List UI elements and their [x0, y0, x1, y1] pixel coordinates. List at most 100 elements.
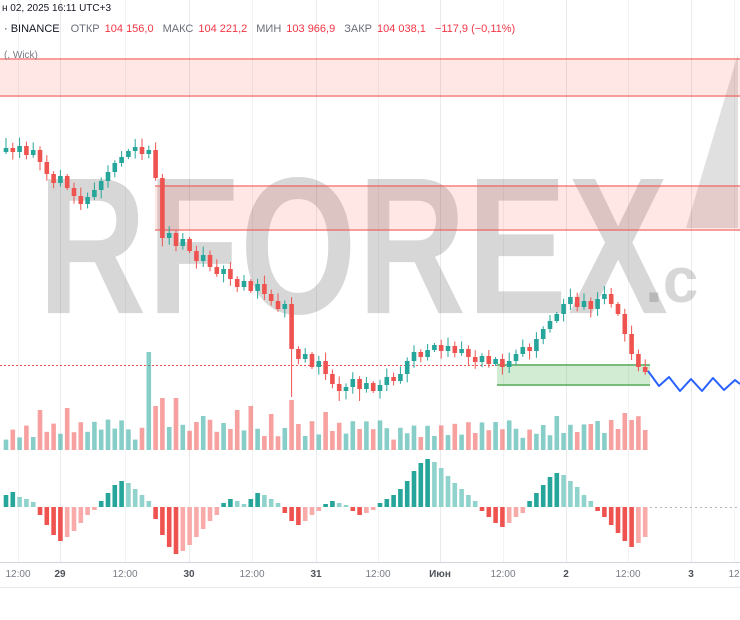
ohlc-label: МИН	[256, 23, 282, 35]
candle-body	[350, 379, 356, 387]
candle-body	[459, 349, 464, 353]
candle-body	[119, 157, 124, 163]
candle-body	[58, 176, 63, 183]
candle-body	[64, 176, 70, 188]
macd-bar	[221, 503, 226, 507]
macd-bar	[17, 497, 22, 507]
candle-body	[146, 150, 152, 154]
macd-bar	[85, 507, 90, 515]
candle-body	[513, 354, 519, 361]
macd-bar	[343, 505, 349, 507]
projection-line[interactable]	[647, 370, 740, 392]
candle-body	[112, 163, 118, 172]
volume-bar	[595, 421, 600, 450]
volume-bar	[391, 439, 396, 450]
candle-body	[248, 281, 254, 291]
volume-bar	[588, 424, 594, 450]
candle-body	[622, 314, 628, 334]
volume-bar	[153, 406, 158, 450]
macd-bar	[425, 459, 430, 507]
macd-bar	[602, 507, 607, 517]
candle-body	[309, 354, 315, 367]
macd-bar	[160, 507, 165, 535]
macd-bar	[595, 507, 600, 511]
candle-body	[241, 281, 247, 287]
volume-bar	[255, 428, 260, 450]
candle-body	[221, 269, 226, 274]
volume-bar	[30, 437, 36, 450]
macd-bar	[527, 501, 532, 507]
volume-bar	[425, 425, 430, 450]
macd-bar	[547, 477, 553, 507]
candle-body	[486, 356, 492, 364]
volume-bar	[466, 422, 471, 450]
demand-zone[interactable]	[497, 364, 650, 386]
candle-body	[479, 356, 485, 362]
indicator-label: (, Wick)	[4, 50, 38, 61]
volume-bar	[221, 423, 226, 450]
volume-bar	[207, 419, 213, 450]
candle-body	[411, 352, 417, 361]
macd-bar	[262, 495, 267, 507]
candle-body	[466, 349, 471, 357]
candle-body	[330, 374, 335, 384]
candle-body	[547, 321, 553, 329]
macd-bar	[24, 499, 29, 507]
time-axis-label: 12:00	[5, 569, 31, 580]
macd-bar	[398, 489, 403, 507]
macd-bar	[98, 501, 104, 507]
volume-bar	[248, 406, 254, 450]
candle-body	[357, 379, 362, 389]
macd-bar	[472, 501, 478, 507]
macd-bar	[296, 507, 301, 525]
candle-body	[384, 377, 390, 385]
macd-bar	[554, 473, 560, 507]
macd-bar	[370, 507, 376, 510]
macd-bar	[3, 495, 9, 507]
time-axis-label: 3	[688, 569, 694, 580]
volume-bar	[615, 429, 621, 450]
candle-body	[3, 148, 9, 152]
volume-bar	[472, 433, 478, 450]
candle-body	[636, 354, 641, 367]
time-axis[interactable]: 12:00 29 12:00 30 12:00 31 12:00 Июн 12:00 2 12:00…	[0, 562, 740, 588]
volume-bar	[370, 429, 376, 450]
macd-bar	[64, 507, 70, 537]
candle-body	[166, 233, 172, 238]
macd-bar	[255, 493, 260, 507]
time-axis-label: 12:00	[490, 569, 516, 580]
macd-bar	[493, 507, 498, 523]
supply-zone-upper[interactable]	[0, 58, 740, 97]
volume-bar	[105, 419, 111, 450]
macd-bar	[384, 499, 390, 507]
macd-bar	[173, 507, 179, 554]
candle-body	[472, 357, 478, 362]
volume-bar	[112, 428, 118, 450]
macd-bar	[574, 487, 580, 507]
volume-bar	[71, 432, 77, 450]
candle-body	[44, 162, 50, 174]
candle-body	[139, 147, 145, 154]
volume-bar	[527, 429, 532, 450]
macd-bar	[377, 503, 383, 507]
volume-bar	[343, 433, 349, 450]
macd-bar	[289, 507, 294, 521]
macd-bar	[92, 507, 97, 510]
macd-bar	[568, 481, 573, 507]
candle-body	[173, 233, 179, 246]
volume-bar	[85, 431, 90, 450]
volume-bar	[37, 410, 43, 450]
volume-bar	[119, 420, 124, 450]
macd-bar	[391, 495, 396, 507]
supply-zone-mid[interactable]	[155, 185, 740, 231]
volume-bar	[316, 434, 322, 450]
volume-bar	[438, 425, 444, 450]
macd-bar	[228, 499, 233, 507]
candle-body	[214, 267, 220, 274]
candle-body	[404, 361, 410, 374]
candle-body	[187, 239, 192, 251]
candle-body	[418, 352, 424, 357]
time-axis-label: 12:00	[112, 569, 138, 580]
macd-bar	[350, 507, 356, 511]
